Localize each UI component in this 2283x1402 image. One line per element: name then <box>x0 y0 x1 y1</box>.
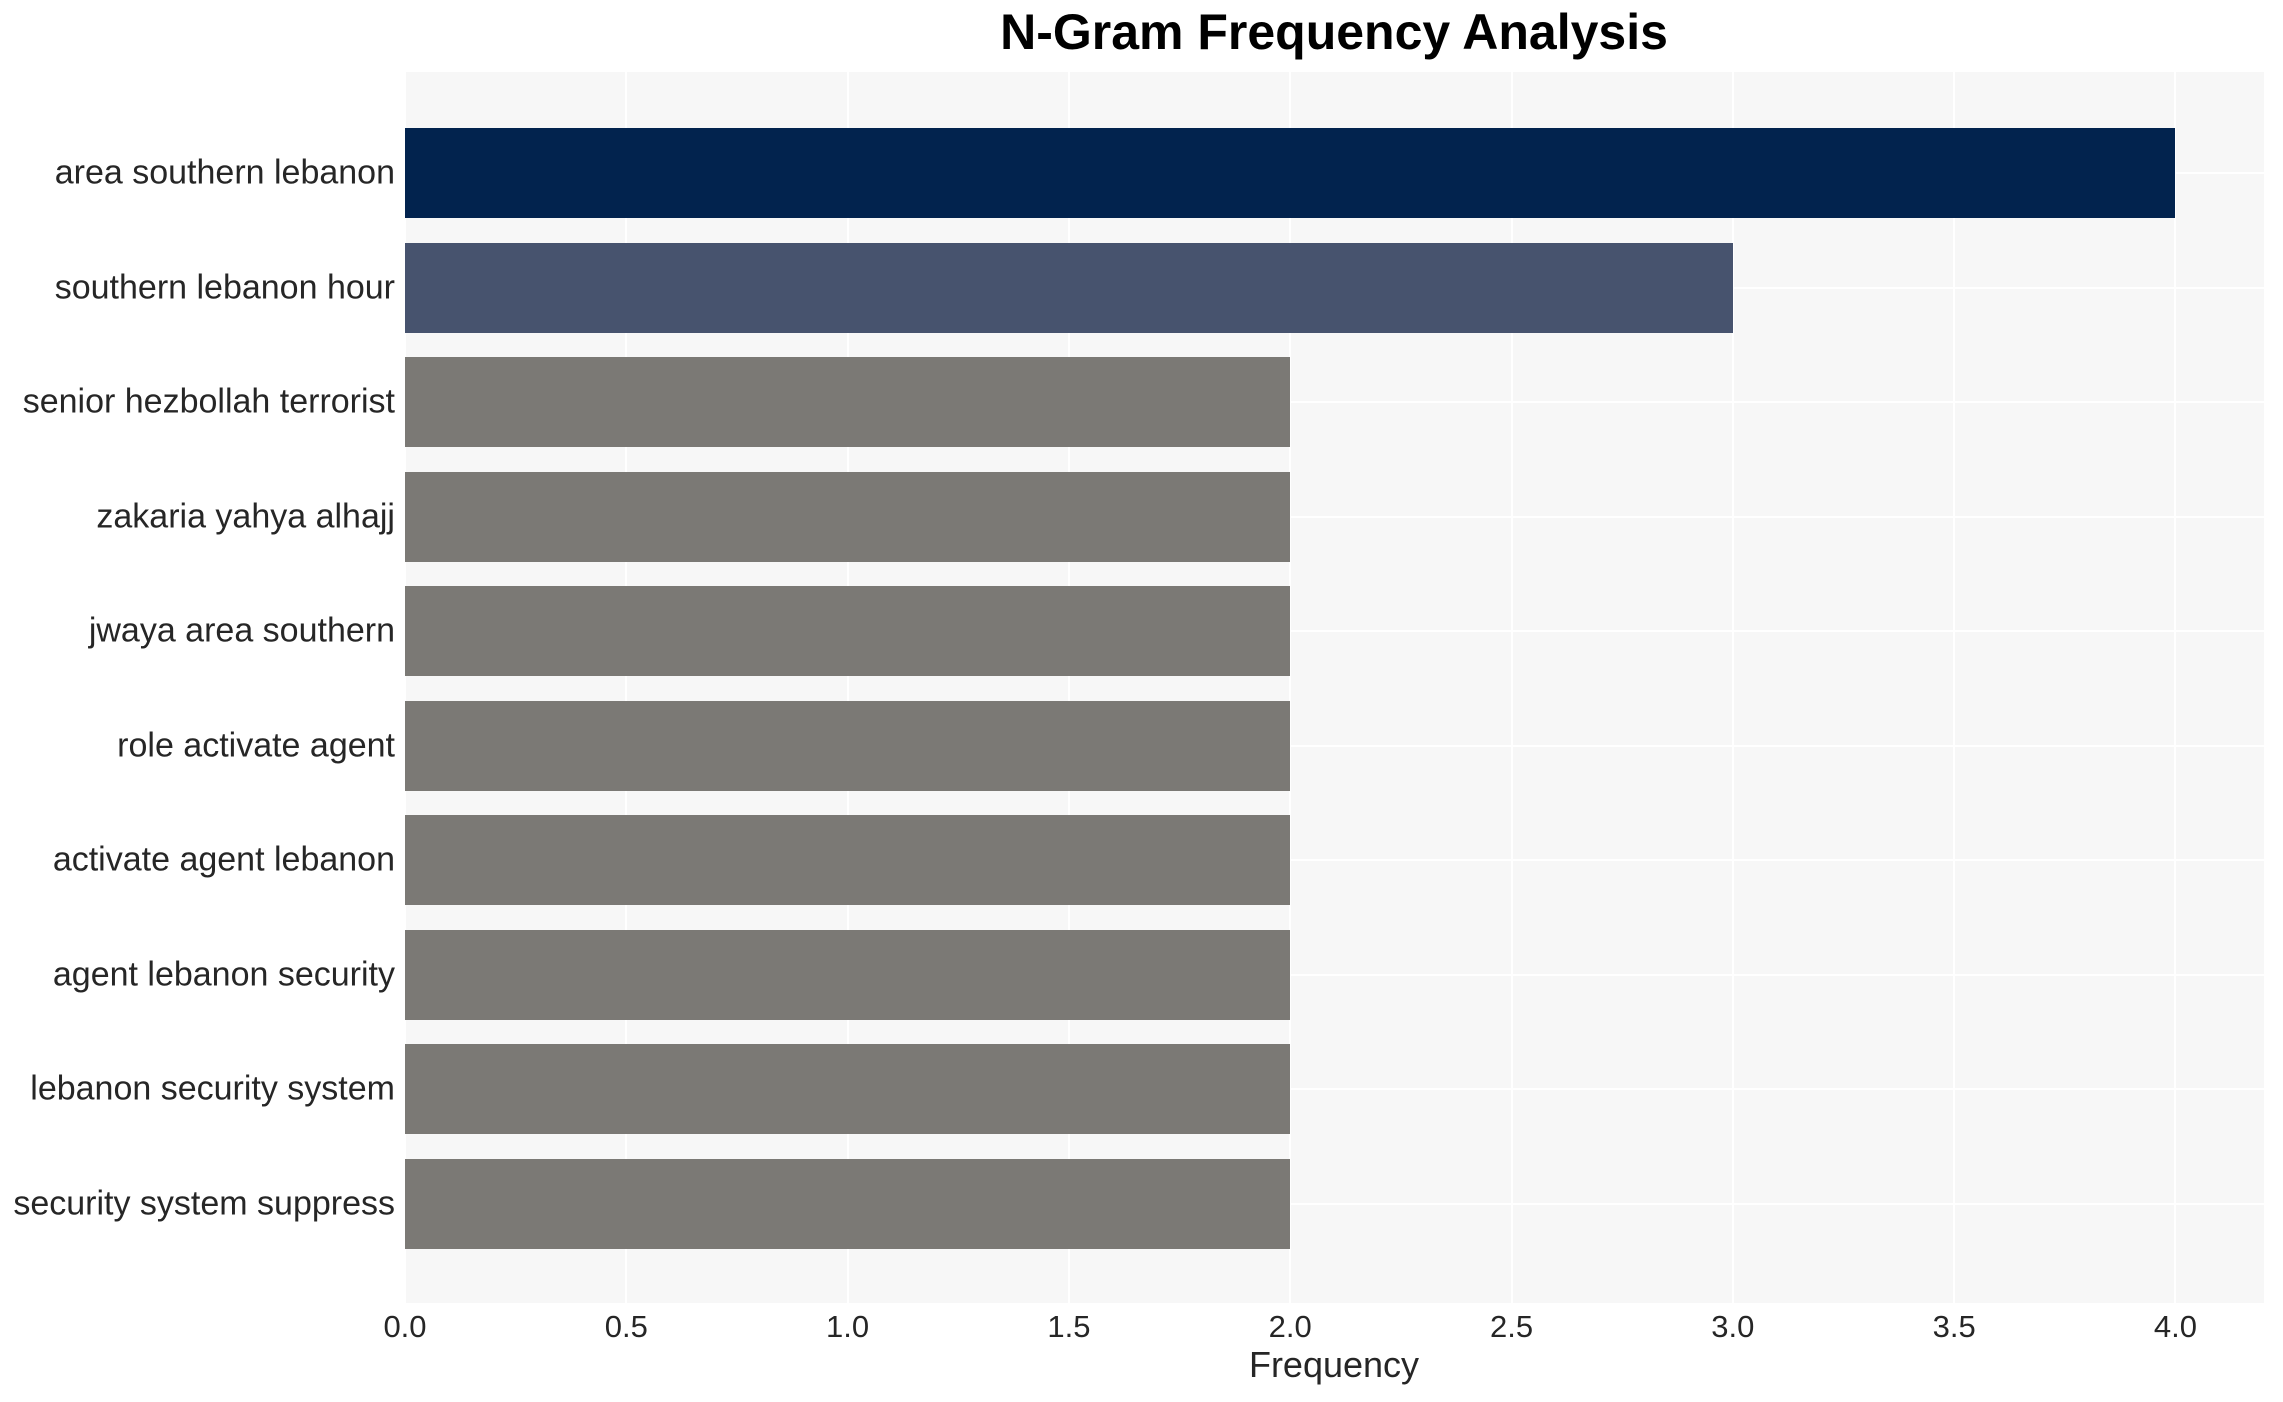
vertical-gridline <box>1289 72 1292 1303</box>
vertical-gridline <box>1510 72 1513 1303</box>
y-tick-label: role activate agent <box>117 726 395 765</box>
x-tick-label: 2.5 <box>1489 1309 1534 1344</box>
bar <box>405 700 1291 791</box>
y-tick-label: security system suppress <box>13 1184 395 1223</box>
y-tick-label: agent lebanon security <box>52 955 395 994</box>
x-tick-label: 1.0 <box>826 1309 870 1344</box>
vertical-gridline <box>1731 72 1734 1303</box>
y-tick-label: lebanon security system <box>30 1069 395 1108</box>
y-tick-label: southern lebanon hour <box>54 268 395 307</box>
vertical-gridline <box>404 72 406 1303</box>
x-tick-label: 3.5 <box>1932 1309 1976 1344</box>
vertical-gridline <box>1067 72 1070 1303</box>
x-axis-title: Frequency <box>1248 1344 1420 1385</box>
horizontal-gridline <box>405 973 2264 976</box>
horizontal-gridline <box>405 1202 2264 1205</box>
y-tick-label: area southern lebanon <box>54 153 395 192</box>
x-tick-label: 4.0 <box>2153 1309 2198 1344</box>
x-tick-label: 3.0 <box>1711 1309 1755 1344</box>
bar <box>405 1158 1291 1249</box>
bar <box>405 242 1733 333</box>
bar <box>405 815 1291 906</box>
bar <box>405 929 1291 1020</box>
bar <box>405 586 1291 677</box>
vertical-gridline <box>846 72 849 1303</box>
y-tick-label: jwaya area southern <box>88 611 395 650</box>
x-tick-label: 1.5 <box>1047 1309 1091 1344</box>
bar <box>405 1044 1291 1135</box>
horizontal-gridline <box>405 744 2264 747</box>
y-tick-label: senior hezbollah terrorist <box>22 382 395 421</box>
horizontal-gridline <box>405 401 2264 404</box>
x-tick-label: 2.0 <box>1268 1309 1312 1344</box>
vertical-gridline <box>2174 72 2177 1303</box>
plot-area <box>404 72 2264 1303</box>
y-tick-label: activate agent lebanon <box>52 840 395 879</box>
horizontal-gridline <box>405 859 2264 862</box>
horizontal-gridline <box>405 630 2264 633</box>
horizontal-gridline <box>405 1088 2264 1091</box>
bar <box>405 357 1291 448</box>
x-tick-label: 0.0 <box>383 1309 427 1344</box>
vertical-gridline <box>625 72 628 1303</box>
bar <box>405 471 1291 562</box>
x-tick-label: 0.5 <box>604 1309 648 1344</box>
y-tick-label: zakaria yahya alhajj <box>96 497 395 536</box>
y-axis-labels: area southern lebanon southern lebanon ho… <box>0 72 395 1303</box>
bar <box>405 128 2176 218</box>
x-axis-tick-labels: 0.0 0.5 1.0 1.5 2.0 2.5 3.0 3.5 4.0 <box>383 1303 2264 1347</box>
horizontal-gridline <box>405 515 2264 518</box>
vertical-gridline <box>1953 72 1956 1303</box>
chart-title: N-Gram Frequency Analysis <box>1000 4 1668 60</box>
